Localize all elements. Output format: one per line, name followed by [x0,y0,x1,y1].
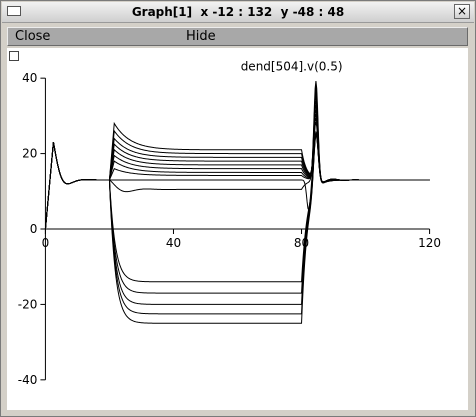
window-close-button[interactable]: × [454,4,470,19]
window-menu-icon[interactable] [7,6,21,16]
trace-damped [44,81,430,230]
traces [44,81,430,324]
close-button[interactable]: Close [15,29,51,44]
hide-button[interactable]: Hide [186,29,216,44]
x-tick-label: 40 [166,236,181,250]
y-tick-label: 0 [30,222,38,236]
trace-down-1 [44,130,430,294]
trace-up-7 [44,91,430,230]
y-tick-label: -40 [18,373,38,387]
y-tick-label: -20 [18,297,38,311]
trace-down-2 [44,131,430,305]
window-title: Graph[1] x -12 : 132 y -48 : 48 [131,5,345,19]
trace-down-4 [44,133,430,324]
menu-bar: Close Hide [7,27,468,46]
x-tick-label: 120 [418,236,441,250]
series-label: dend[504].v(0.5) [241,60,343,74]
trace-up-1 [44,117,430,230]
graph-option-checkbox[interactable] [9,51,19,61]
trace-up-2 [44,113,430,230]
trace-up-3 [44,109,430,230]
title-bar[interactable]: Graph[1] x -12 : 132 y -48 : 48 × [2,2,474,23]
y-tick-label: 20 [22,147,37,161]
trace-down-0 [44,131,430,283]
axes [40,77,431,381]
y-tick-label: 40 [22,71,37,85]
trace-up-4 [44,104,430,230]
trace-up-6 [44,95,430,230]
graph-canvas[interactable]: 0 40 80 120 -40 -20 0 20 40 dend[504].v(0.5) [7,48,468,410]
x-tick-label: 0 [42,236,50,250]
